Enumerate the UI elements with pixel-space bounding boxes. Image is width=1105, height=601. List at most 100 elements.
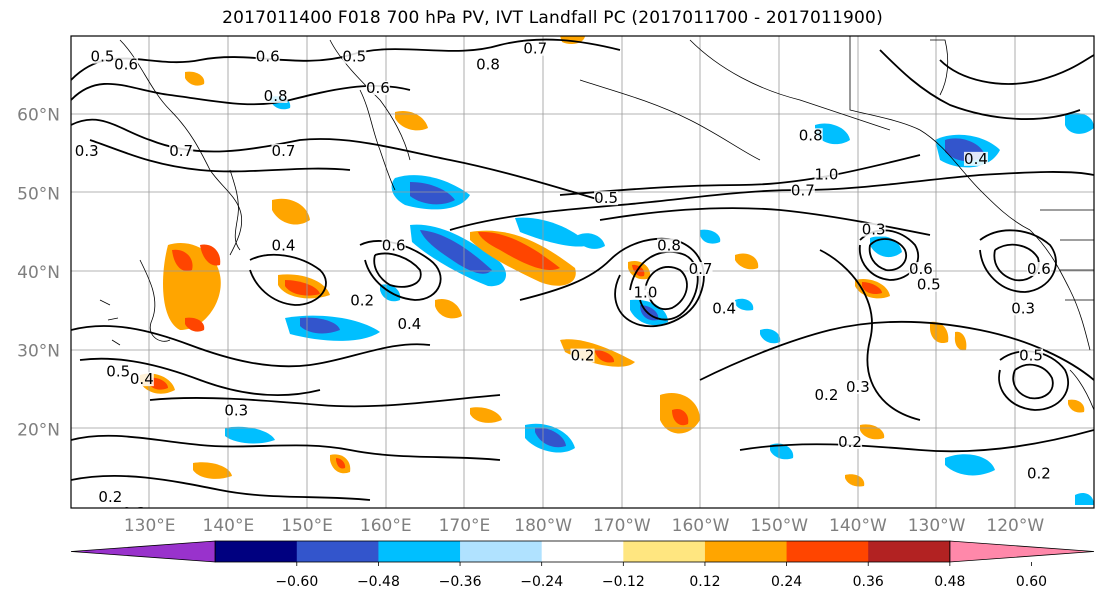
positive-anomaly-patch — [930, 321, 949, 344]
contour-label-bg — [98, 490, 123, 505]
contour-label-bg — [845, 380, 870, 394]
contour-label-bg — [342, 49, 367, 64]
negative-anomaly-patch — [700, 229, 721, 244]
colorbar: −0.60 −0.48 −0.36 −0.24 −0.12 0.12 0.24 0.36 0.4… — [70, 540, 1095, 590]
colorbar-tick-label: 0.48 — [934, 574, 965, 590]
positive-anomaly-patch — [954, 331, 967, 351]
contour-label-bg — [224, 403, 249, 418]
negative-anomaly-patch — [225, 426, 275, 444]
contour-label: 0.7 — [791, 181, 815, 199]
positive-anomaly-patch — [595, 350, 615, 363]
contour-label: 0.4 — [964, 150, 988, 168]
contour-label-bg — [255, 49, 280, 64]
contour-label-bg — [365, 81, 390, 96]
contour-label: 0.5 — [91, 48, 115, 66]
positive-anomaly-patch — [672, 408, 689, 426]
map-title: 2017011400 F018 700 hPa PV, IVT Landfall… — [222, 8, 883, 28]
contour-label: 0.3 — [846, 378, 870, 396]
contour-label: 0.8 — [476, 55, 500, 73]
positive-anomaly-patch — [185, 71, 205, 86]
negative-anomaly-patch — [420, 230, 492, 274]
lat-label: 20°N — [17, 420, 60, 440]
colorbar-swatch — [378, 541, 461, 562]
positive-anomaly-patch — [470, 407, 502, 423]
lon-label: 120°W — [986, 516, 1044, 536]
lon-label: 170°W — [593, 516, 651, 536]
contour-label: 0.8 — [264, 87, 288, 105]
contour-label-bg — [712, 301, 737, 316]
lat-label: 60°N — [17, 106, 60, 126]
negative-anomaly-patch — [300, 317, 340, 334]
contour-label-bg — [1011, 301, 1036, 316]
lon-label: 160°E — [360, 516, 412, 536]
contour-label-bg — [129, 372, 154, 387]
contour-label-bg — [397, 317, 422, 332]
contour-label-bg — [633, 285, 658, 300]
positive-anomaly-patch — [845, 474, 865, 487]
positive-anomaly-patch — [395, 110, 428, 131]
contour-label-bg — [861, 222, 886, 237]
negative-anomaly-patch — [815, 123, 850, 145]
contour-label-bg — [169, 144, 194, 158]
negative-anomaly-patch — [1075, 493, 1094, 505]
contour-label-bg — [350, 293, 375, 308]
lon-label: 180°W — [514, 516, 572, 536]
colorbar-tick-label: −0.12 — [602, 574, 645, 590]
map-panel: 0.5 0.6 0.6 0.5 0.80.70.8 0.60.7 0.70.30.5 0.70… — [70, 35, 1095, 522]
contour-label-bg — [106, 364, 131, 379]
lon-label: 130°W — [908, 516, 966, 536]
contour-label-bg — [74, 144, 99, 158]
colorbar-swatch — [460, 541, 543, 562]
contour-label-bg — [476, 57, 501, 72]
lat-label: 40°N — [17, 263, 60, 283]
contour-label: 0.4 — [130, 370, 154, 388]
lon-label: 160°W — [672, 516, 730, 536]
negative-anomaly-patch — [578, 233, 605, 249]
contour-label: 1.0 — [815, 166, 839, 184]
contour-label: 0.7 — [689, 260, 713, 278]
contour-label: 0.2 — [571, 347, 595, 365]
lon-label: 140°E — [203, 516, 255, 536]
contour-label-bg — [814, 387, 839, 402]
contour-label: 0.2 — [350, 291, 374, 309]
contour-label: 0.2 — [1027, 465, 1051, 483]
map-frame — [70, 35, 1095, 509]
contour-label: 0.2 — [98, 488, 122, 506]
colorbar-swatch — [704, 541, 788, 562]
colorbar-swatch — [868, 541, 951, 562]
colorbar-tick-label: 0.36 — [853, 574, 884, 590]
lat-label: 30°N — [17, 342, 60, 362]
contour-label-bg — [657, 238, 682, 253]
contour-label-bg — [916, 277, 941, 292]
colorbar-tick-label: 0.60 — [1016, 574, 1047, 590]
contour-label: 0.7 — [169, 142, 193, 160]
contour-label: 0.2 — [838, 433, 862, 451]
positive-anomaly-patch — [200, 244, 221, 266]
colorbar-extension-max — [949, 540, 1095, 563]
positive-anomaly-patch — [862, 282, 882, 295]
contour-label-bg — [263, 88, 288, 103]
contour-label-bg — [790, 183, 815, 198]
contour-label: 0.5 — [594, 189, 618, 207]
contour-label-bg — [570, 348, 595, 363]
contour-label: 0.6 — [114, 55, 138, 73]
contour-label-bg — [121, 505, 146, 508]
contour-label: 0.3 — [1011, 299, 1035, 317]
map-background — [71, 36, 1094, 508]
colorbar-swatch — [786, 541, 869, 562]
contour-label: 0.3 — [122, 504, 146, 522]
positive-anomaly-patch — [478, 231, 560, 270]
contour-label-bg — [798, 128, 823, 143]
colorbar-tick-label: −0.24 — [520, 574, 563, 590]
contour-label: 0.6 — [256, 48, 280, 66]
positive-anomaly-patch — [193, 462, 232, 479]
negative-anomaly-patch — [410, 182, 455, 205]
colorbar-outline — [214, 540, 951, 563]
contour-label: 0.7 — [523, 40, 547, 58]
positive-anomaly-patch — [435, 298, 462, 319]
contour-label: 0.5 — [917, 276, 941, 294]
contour-label: 0.2 — [815, 386, 839, 404]
lon-label: 150°E — [281, 516, 333, 536]
positive-anomaly-patch — [285, 280, 320, 296]
